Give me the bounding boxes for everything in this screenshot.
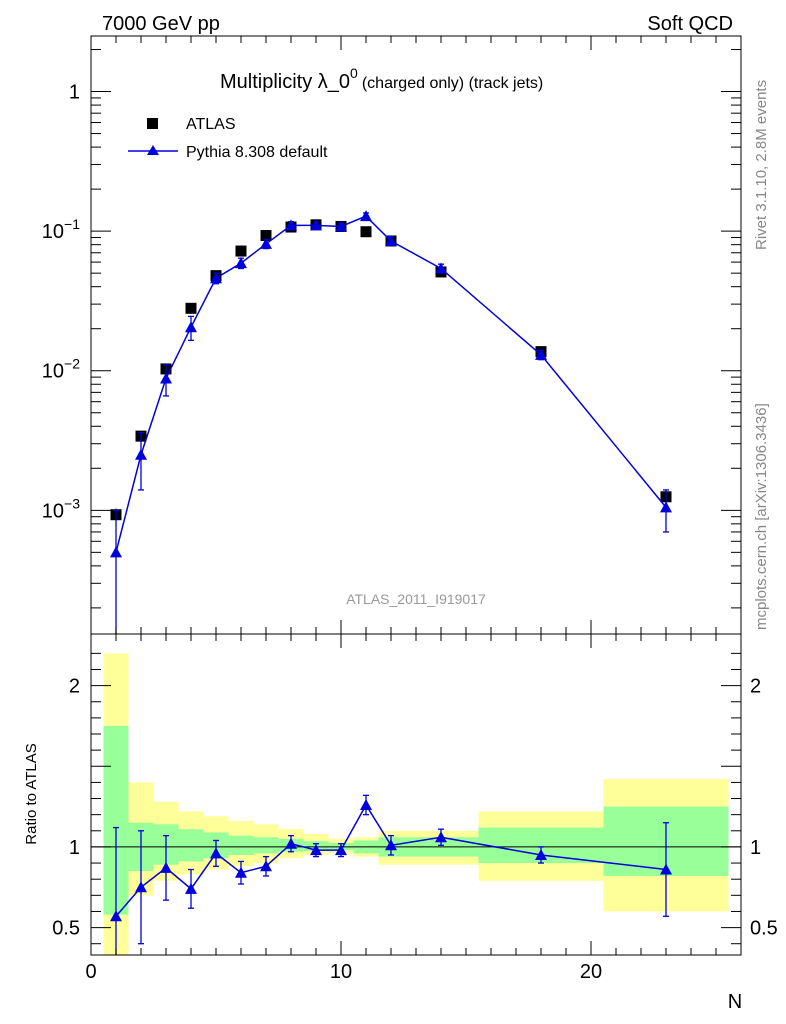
ratio-point xyxy=(285,837,297,849)
ratio-y-tick-label: 1 xyxy=(69,837,80,859)
pythia-point xyxy=(535,348,547,360)
ratio-band-green xyxy=(253,837,279,854)
main-y-tick-label: 10−3 xyxy=(42,495,80,522)
ratio-point xyxy=(660,863,672,875)
pythia-point xyxy=(310,219,322,231)
main-y-tick-label: 10−1 xyxy=(42,216,80,243)
ratio-point xyxy=(110,910,122,922)
ratio-y-tick-label: 2 xyxy=(69,676,80,698)
chart-title-small: (charged only) (track jets) xyxy=(362,75,543,92)
pythia-point xyxy=(110,546,122,558)
ratio-band-green xyxy=(228,835,254,855)
ratio-point xyxy=(360,798,372,810)
pythia-point xyxy=(385,234,397,246)
pythia-point xyxy=(185,321,197,333)
atlas-point xyxy=(360,226,372,238)
ratio-point xyxy=(335,844,347,856)
atlas-point xyxy=(185,302,197,314)
x-tick-label: 20 xyxy=(580,961,602,983)
main-y-tick-exp: −3 xyxy=(64,495,80,511)
pythia-point xyxy=(660,501,672,513)
pythia-point xyxy=(235,257,247,269)
main-y-tick-base: 1 xyxy=(69,82,80,104)
ratio-point xyxy=(210,847,222,859)
ratio-point xyxy=(260,860,272,872)
main-y-tick-base: 10 xyxy=(42,361,64,383)
header-left: 7000 GeV pp xyxy=(102,13,220,35)
header-right: Soft QCD xyxy=(647,13,733,35)
pythia-point xyxy=(260,237,272,249)
x-tick-label: 10 xyxy=(330,961,352,983)
chart-title-sup: 0 xyxy=(350,65,358,81)
legend-atlas-marker xyxy=(147,118,158,129)
chart-title-main: Multiplicity λ_0 xyxy=(220,71,350,93)
ratio-point xyxy=(160,861,172,873)
pythia-point xyxy=(135,448,147,460)
ratio-y-tick-label: 0.5 xyxy=(52,918,80,940)
main-y-tick-exp: −2 xyxy=(64,356,80,372)
main-y-tick-exp: −1 xyxy=(64,216,80,232)
ratio-y-tick-label-right: 1 xyxy=(750,837,761,859)
ratio-point xyxy=(235,866,247,878)
ratio-ylabel: Ratio to ATLAS xyxy=(23,743,40,844)
x-tick-label: 0 xyxy=(85,961,96,983)
ratio-panel: 0 10 20 0.5 0.5 1 1 2 2 Ratio to ATLAS N xyxy=(23,633,778,1013)
main-y-tick-base: 10 xyxy=(42,500,64,522)
ratio-band-green xyxy=(178,829,204,862)
main-panel: 10−310−210−11 Multiplicity λ_00(charged … xyxy=(42,35,742,635)
legend-pythia-label: Pythia 8.308 default xyxy=(186,144,328,161)
ratio-point xyxy=(185,882,197,894)
chart-title: Multiplicity λ_00(charged only) (track j… xyxy=(220,65,543,93)
ratio-point xyxy=(310,844,322,856)
legend-pythia-marker xyxy=(147,145,159,155)
pythia-point xyxy=(210,272,222,284)
side-text-top: Rivet 3.1.10, 2.8M events xyxy=(753,80,770,250)
pythia-point xyxy=(360,210,372,222)
legend: ATLAS Pythia 8.308 default xyxy=(128,116,328,161)
main-y-tick-label: 10−2 xyxy=(42,356,80,383)
ratio-y-tick-label-right: 2 xyxy=(750,676,761,698)
pythia-point xyxy=(335,220,347,232)
x-axis-label: N xyxy=(728,991,742,1013)
ratio-y-tick-label-right: 0.5 xyxy=(750,918,778,940)
ratio-point xyxy=(535,848,547,860)
atlas-point xyxy=(260,230,272,242)
pythia-point xyxy=(435,262,447,274)
ratio-point xyxy=(135,881,147,893)
atlas-point xyxy=(235,245,247,257)
pythia-point xyxy=(160,372,172,384)
watermark: ATLAS_2011_I919017 xyxy=(346,591,486,607)
ratio-point xyxy=(435,831,447,843)
ratio-point xyxy=(385,839,397,851)
main-y-tick-label: 1 xyxy=(69,82,80,104)
side-text-bottom: mcplots.cern.ch [arXiv:1306.3436] xyxy=(753,403,770,630)
legend-atlas-label: ATLAS xyxy=(186,116,236,133)
main-y-tick-base: 10 xyxy=(42,221,64,243)
pythia-point xyxy=(285,219,297,231)
pythia-line xyxy=(115,215,667,553)
